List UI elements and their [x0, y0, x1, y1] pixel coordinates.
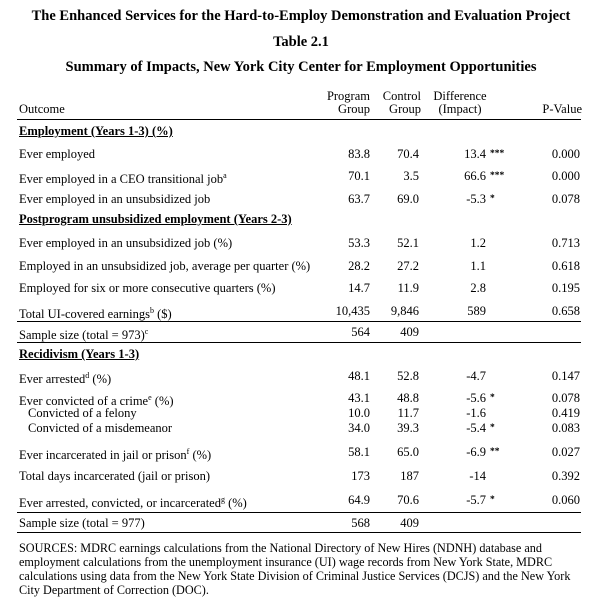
- sources-note: SOURCES: MDRC earnings calculations from…: [19, 541, 571, 597]
- row-label: Ever employed: [19, 147, 96, 161]
- table-row: Convicted of a misdemeanor 34.0 39.3 -5.…: [28, 421, 580, 435]
- table-row: Ever employed in an unsubsidized job (%)…: [19, 236, 580, 250]
- sample-size-row: Sample size (total = 973)c 564 409: [19, 325, 419, 343]
- table-row: Ever arrestedd (%) 48.1 52.8 -4.7 0.147: [19, 369, 580, 387]
- control-group-header: Control Group: [382, 89, 421, 116]
- section-heading: Employment (Years 1-3) (%): [19, 124, 173, 138]
- table-row: Employed in an unsubsidized job, average…: [19, 259, 580, 273]
- table-bottom-rule: [17, 532, 581, 533]
- table-title: Summary of Impacts, New York City Center…: [65, 59, 537, 75]
- header-rule: [17, 119, 581, 120]
- section-heading: Recidivism (Years 1-3): [19, 347, 140, 361]
- table-row: Ever convicted of a crimee (%) 43.1 48.8…: [19, 391, 580, 409]
- divider: [17, 321, 581, 322]
- outcome-header: Outcome: [19, 102, 65, 116]
- table-row: Ever arrested, convicted, or incarcerate…: [19, 493, 580, 511]
- table-row: Total days incarcerated (jail or prison)…: [19, 469, 580, 483]
- table-row: Ever employed in a CEO transitional joba…: [19, 169, 580, 187]
- sample-size-row: Sample size (total = 977) 568 409: [19, 516, 419, 530]
- table-row: Total UI-covered earningsb ($) 10,435 9,…: [19, 304, 580, 322]
- section-heading: Postprogram unsubsidized employment (Yea…: [19, 212, 292, 226]
- table-number: Table 2.1: [273, 34, 329, 50]
- table-row: Ever employed 83.8 70.4 13.4 *** 0.000: [19, 147, 580, 161]
- divider: [17, 512, 581, 513]
- project-title: The Enhanced Services for the Hard-to-Em…: [31, 8, 571, 24]
- difference-header: Difference (Impact): [433, 89, 487, 116]
- table-row: Ever employed in an unsubsidized job 63.…: [19, 192, 580, 206]
- divider: [17, 342, 581, 343]
- pvalue-header: P-Value: [542, 102, 582, 116]
- program-group-header: Program Group: [326, 89, 370, 116]
- table-row: Convicted of a felony 10.0 11.7 -1.6 0.4…: [28, 406, 580, 420]
- table-row: Ever incarcerated in jail or prisonf (%)…: [19, 445, 580, 463]
- table-row: Employed for six or more consecutive qua…: [19, 281, 580, 295]
